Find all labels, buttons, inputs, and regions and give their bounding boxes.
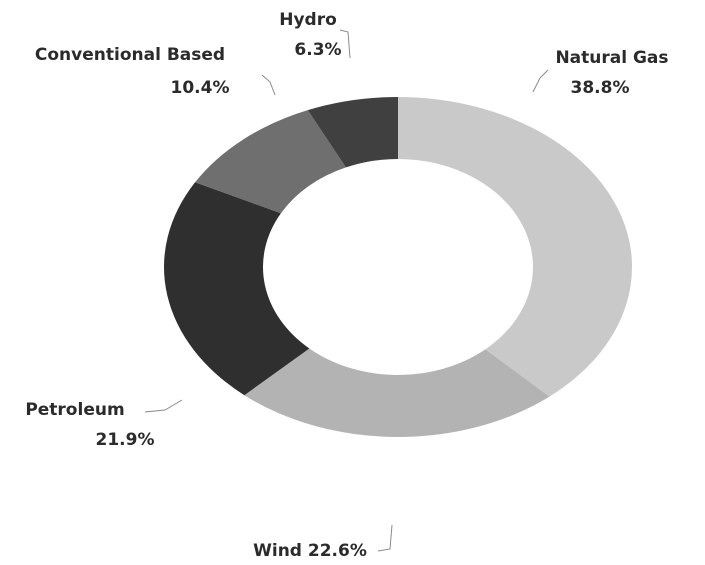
leader-line (261, 74, 276, 96)
value-label: 38.8% (571, 78, 630, 98)
leader-line (377, 524, 393, 552)
slice-label: Wind 22.6% (253, 541, 367, 561)
slice (163, 182, 310, 396)
category-label: Wind (253, 541, 302, 561)
category-label: Conventional Based (35, 45, 225, 65)
value-label: 6.3% (294, 40, 341, 60)
leader-line (144, 399, 183, 413)
value-label: 21.9% (96, 430, 155, 450)
slices (163, 97, 632, 438)
leader-line (339, 29, 351, 59)
labels: Natural Gas 38.8% Wind 22.6% Petroleum 21.9%… (25, 10, 668, 561)
slice (244, 348, 550, 438)
category-label: Natural Gas (555, 48, 668, 68)
value-label: 10.4% (171, 78, 230, 98)
value-label: 22.6% (308, 541, 367, 561)
category-label: Petroleum (25, 400, 124, 420)
category-label: Hydro (279, 10, 337, 30)
slice (307, 97, 398, 168)
slice (398, 97, 632, 397)
leader-line (532, 69, 549, 93)
slice (195, 110, 346, 214)
